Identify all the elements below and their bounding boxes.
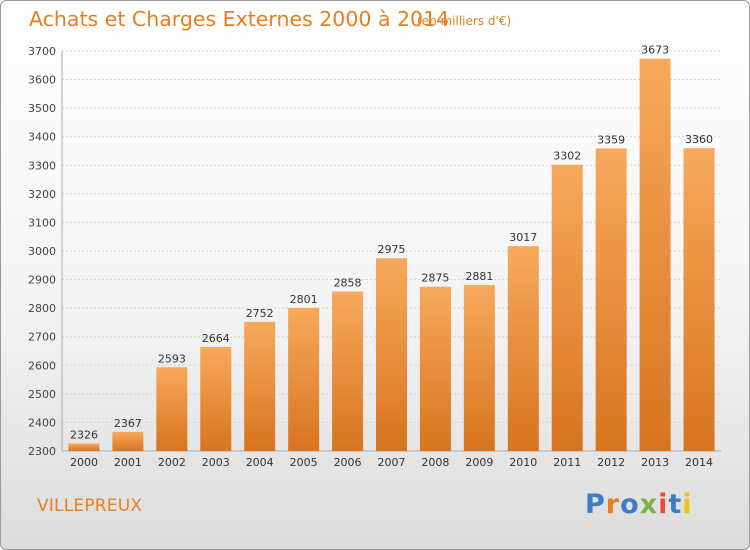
logo-letter: x (639, 489, 659, 520)
bar-value-label: 3360 (685, 133, 713, 146)
x-tick-label: 2011 (553, 456, 581, 469)
y-tick-label: 3400 (28, 131, 56, 144)
bar-value-label: 3017 (509, 231, 537, 244)
proxiti-logo: Proxiti (585, 489, 693, 520)
bar-value-label: 2664 (202, 332, 230, 345)
y-tick-label: 3200 (28, 188, 56, 201)
commune-name: VILLEPREUX (37, 496, 143, 516)
y-tick-label: 3300 (28, 159, 56, 172)
y-tick-label: 2400 (28, 416, 56, 429)
x-tick-label: 2013 (641, 456, 669, 469)
y-tick-label: 3500 (28, 102, 56, 115)
bar (376, 258, 407, 451)
bar-value-label: 2875 (421, 272, 449, 285)
logo-letter: i (682, 489, 693, 520)
bar-value-label: 3673 (641, 44, 669, 57)
bar (156, 367, 188, 451)
logo-letter: i (658, 489, 669, 520)
y-tick-label: 3600 (28, 74, 56, 87)
logo-letter: o (620, 489, 640, 520)
chart-subtitle: (en milliers d'€) (417, 14, 512, 28)
bar (463, 285, 495, 451)
y-tick-label: 2700 (28, 331, 56, 344)
x-tick-label: 2000 (70, 456, 98, 469)
y-tick-label: 3700 (28, 45, 56, 58)
bar-value-label: 2801 (290, 293, 318, 306)
bar-value-label: 2593 (158, 352, 186, 365)
x-tick-label: 2002 (158, 456, 186, 469)
bar-value-label: 2752 (246, 307, 274, 320)
bar-value-label: 2881 (465, 270, 493, 283)
bar (639, 58, 671, 451)
y-tick-label: 2300 (28, 445, 56, 458)
bar (683, 148, 715, 451)
bar (244, 321, 276, 451)
bar (68, 443, 100, 451)
bar (419, 286, 451, 451)
x-tick-label: 2009 (465, 456, 493, 469)
x-tick-label: 2006 (334, 456, 362, 469)
bar (551, 164, 583, 451)
x-tick-label: 2001 (114, 456, 142, 469)
x-tick-label: 2012 (597, 456, 625, 469)
x-tick-label: 2004 (246, 456, 274, 469)
y-tick-label: 2600 (28, 359, 56, 372)
bar-value-label: 2367 (114, 417, 142, 430)
bar (332, 291, 364, 451)
y-tick-label: 2900 (28, 274, 56, 287)
y-tick-label: 2800 (28, 302, 56, 315)
x-tick-label: 2005 (290, 456, 318, 469)
bar (200, 347, 232, 451)
logo-letter: t (668, 489, 683, 520)
bar (507, 246, 539, 451)
y-tick-label: 3100 (28, 216, 56, 229)
bar-value-label: 2326 (70, 429, 98, 442)
bar-value-label: 3359 (597, 133, 625, 146)
bar-value-label: 2858 (334, 277, 362, 290)
logo-letter: r (605, 489, 621, 520)
chart-title: Achats et Charges Externes 2000 à 2014 (29, 7, 450, 31)
bar (112, 431, 144, 451)
bar-value-label: 3302 (553, 150, 581, 163)
x-tick-label: 2007 (378, 456, 406, 469)
x-tick-label: 2003 (202, 456, 230, 469)
logo-letter: P (585, 489, 606, 520)
x-tick-label: 2014 (685, 456, 713, 469)
bar (288, 307, 320, 451)
x-tick-label: 2010 (509, 456, 537, 469)
bar (595, 148, 627, 451)
y-tick-label: 3000 (28, 245, 56, 258)
bar-value-label: 2975 (378, 243, 406, 256)
y-tick-label: 2500 (28, 388, 56, 401)
x-tick-label: 2008 (421, 456, 449, 469)
